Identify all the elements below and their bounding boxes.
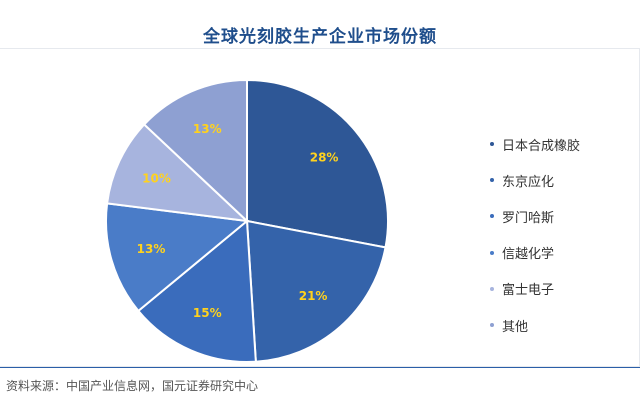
pie-slice <box>105 123 250 223</box>
legend-item: 其他 <box>490 307 580 343</box>
legend-marker <box>490 142 494 147</box>
legend-label: 罗门哈斯 <box>502 210 555 226</box>
slice-data-label: 13% <box>137 242 166 256</box>
legend-marker <box>490 178 494 183</box>
legend-marker <box>490 286 494 291</box>
chart-legend: 日本合成橡胶 东京应化 罗门哈斯 信越化学 富士电子 其他 <box>490 126 580 343</box>
slice-data-label: 28% <box>310 150 339 164</box>
pie-slice <box>136 218 257 363</box>
legend-marker <box>490 250 494 255</box>
pie-slice <box>246 78 389 249</box>
legend-label: 富士电子 <box>502 283 555 299</box>
slice-data-label: 10% <box>142 171 171 185</box>
legend-label: 东京应化 <box>502 174 555 190</box>
legend-marker <box>490 214 494 219</box>
slice-data-label: 21% <box>299 289 328 303</box>
pie-slice <box>142 78 248 224</box>
legend-label: 其他 <box>502 319 529 335</box>
legend-item: 东京应化 <box>490 162 580 198</box>
legend-item: 日本合成橡胶 <box>490 126 580 162</box>
legend-item: 罗门哈斯 <box>490 198 580 234</box>
legend-item: 富士电子 <box>490 271 580 307</box>
legend-label: 信越化学 <box>502 247 555 263</box>
slice-data-label: 13% <box>193 122 222 136</box>
source-divider <box>0 367 640 368</box>
legend-marker <box>490 323 494 328</box>
legend-item: 信越化学 <box>490 235 580 271</box>
source-note: 资料来源：中国产业信息网，国元证券研究中心 <box>6 379 259 393</box>
pie-slice <box>245 219 387 363</box>
chart-title: 全球光刻胶生产企业市场份额 <box>203 27 437 47</box>
slice-data-label: 15% <box>193 306 222 320</box>
pie-slice <box>105 202 250 313</box>
legend-label: 日本合成橡胶 <box>502 138 581 154</box>
